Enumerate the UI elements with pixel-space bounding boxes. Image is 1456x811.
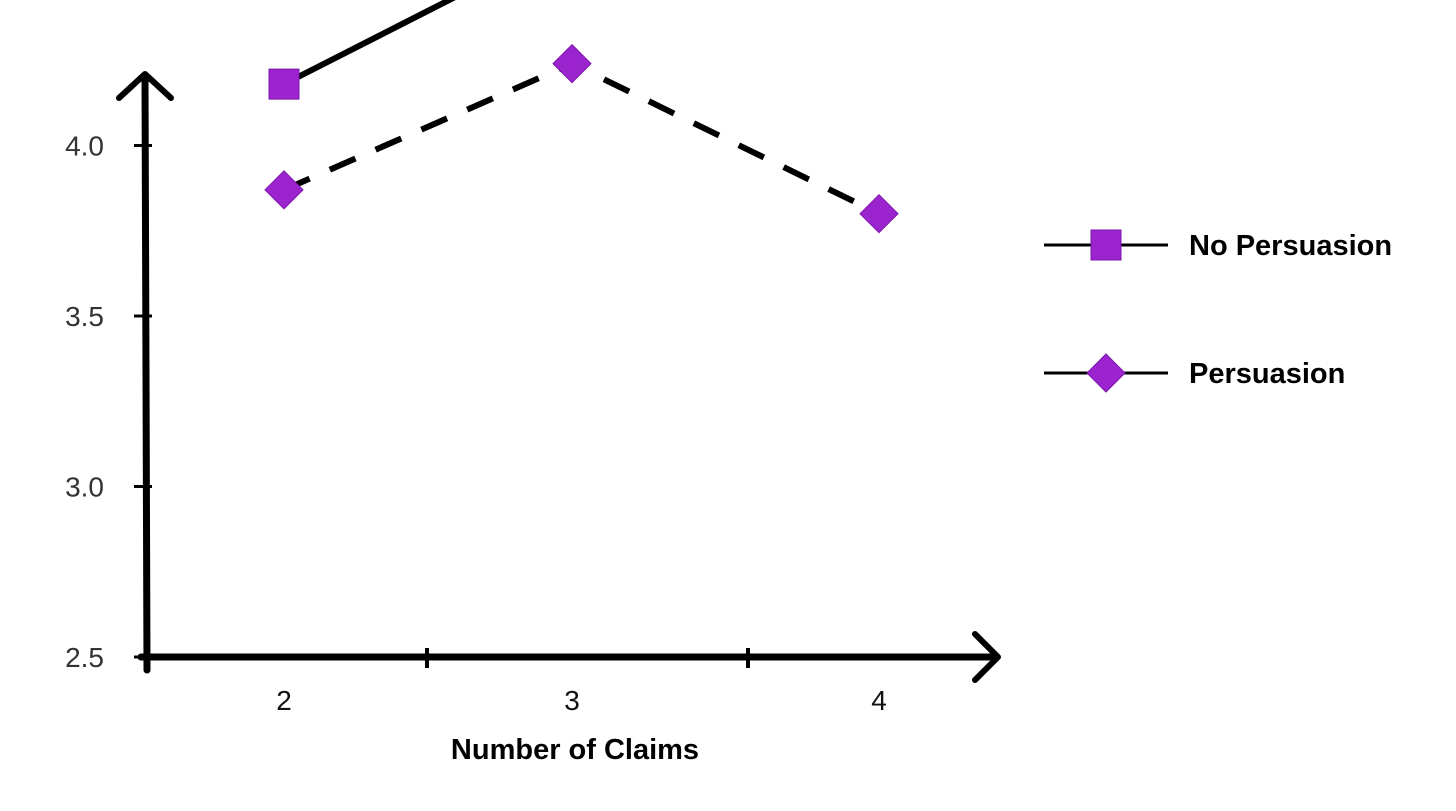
x-ticks: 2 3 4 (276, 685, 887, 716)
y-axis-arrowhead (116, 71, 174, 101)
x-tick-label: 3 (564, 685, 580, 716)
x-axis-title: Number of Claims (451, 734, 699, 766)
no-persuasion-point (268, 68, 300, 100)
y-tick-label: 3.0 (65, 472, 104, 503)
legend-label-no-persuasion: No Persuasion (1189, 230, 1392, 262)
no-persuasion-series-line (282, 0, 456, 87)
axes (116, 71, 1001, 683)
y-axis-line (141, 74, 151, 674)
y-ticks: 2.53.03.54.04.55.05.5 (65, 131, 152, 673)
y-tick-label: 2.5 (65, 642, 104, 673)
legend-label-persuasion: Persuasion (1189, 358, 1345, 390)
series-markers (264, 43, 899, 234)
y-tick-label: 4.0 (65, 131, 104, 162)
y-tick-label: 3.5 (65, 301, 104, 332)
series-lines (282, 0, 881, 217)
x-tick-label: 2 (276, 685, 292, 716)
persuasion-point (552, 43, 592, 84)
legend-marker-persuasion (1086, 353, 1126, 393)
persuasion-point (859, 193, 899, 234)
legend: No Persuasion Persuasion (1044, 229, 1392, 393)
x-axis-arrowhead (972, 631, 1001, 683)
legend-marker-no-persuasion (1090, 229, 1122, 261)
x-tick-label: 4 (871, 685, 887, 716)
persuasion-point (264, 170, 304, 210)
persuasion-series-line (282, 60, 881, 217)
